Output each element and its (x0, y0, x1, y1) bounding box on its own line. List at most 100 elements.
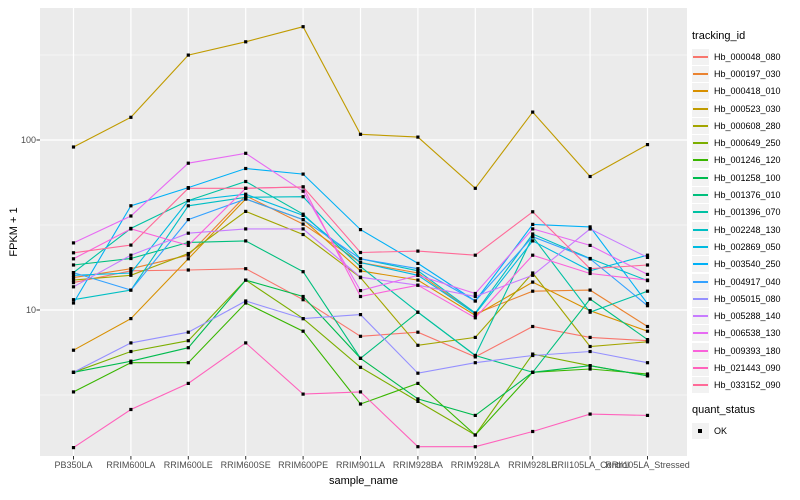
legend-key-ok (692, 422, 709, 439)
legend-item-label: Hb_003540_250 (714, 259, 781, 270)
legend-item: Hb_033152_090 (692, 377, 800, 394)
legend-item: Hb_000523_030 (692, 100, 800, 117)
data-point-marker (301, 185, 305, 189)
data-point-marker (186, 53, 190, 57)
data-point-marker (358, 257, 363, 261)
data-point-marker (129, 271, 133, 275)
data-point-marker (129, 267, 133, 271)
data-point-marker (645, 361, 650, 365)
legend-item-label: Hb_001376_010 (714, 190, 781, 201)
y-axis-title: FPKM + 1 (8, 207, 20, 257)
data-point-marker (531, 324, 535, 329)
data-point-marker (588, 412, 592, 416)
data-point-marker (358, 132, 363, 136)
legend-item-label: Hb_005288_140 (714, 311, 781, 322)
data-point-marker (358, 261, 363, 265)
data-point-marker (71, 446, 76, 450)
data-point-marker (358, 313, 363, 317)
data-point-marker (71, 241, 76, 245)
data-point-marker (358, 265, 363, 269)
legend-key (692, 238, 709, 255)
data-point-marker (416, 261, 420, 265)
data-point-marker (71, 285, 76, 289)
data-point-marker (416, 249, 420, 253)
data-point-marker (244, 151, 248, 155)
data-point-marker (588, 269, 592, 273)
data-point-marker (129, 341, 133, 345)
data-point-marker (358, 289, 363, 293)
data-point-marker (244, 40, 248, 44)
x-tick-label: RRIM600LE (163, 460, 213, 470)
data-point-marker (186, 243, 190, 247)
legend-key (692, 169, 709, 186)
data-point-marker (416, 343, 420, 347)
data-point-marker (588, 335, 592, 339)
data-point-marker (645, 338, 650, 342)
data-point-marker (416, 371, 420, 375)
data-point-marker (186, 186, 190, 190)
data-point-marker (129, 243, 133, 247)
data-point-marker (588, 257, 592, 261)
legend-key (692, 204, 709, 221)
data-point-marker (301, 213, 305, 217)
x-tick-label: RRII105LA_Control (551, 460, 630, 470)
data-point-marker (473, 294, 477, 299)
data-point-marker (71, 251, 76, 255)
legend-line-swatch (693, 263, 708, 266)
data-point-marker (416, 330, 420, 334)
legend-item-label: Hb_009393_180 (714, 345, 781, 356)
legend-item-label: Hb_001258_100 (714, 172, 781, 183)
data-point-marker (645, 302, 650, 306)
legend-item: Hb_001396_070 (692, 204, 800, 221)
data-point-marker (71, 390, 76, 394)
legend-item: Hb_009393_180 (692, 342, 800, 359)
legend-key (692, 221, 709, 238)
data-point-marker (645, 340, 650, 344)
data-point-marker (186, 268, 190, 272)
legend-line-swatch (693, 228, 708, 231)
legend-quant-status: quant_status OK (692, 404, 800, 439)
data-point-marker (301, 270, 305, 274)
data-point-marker (358, 269, 363, 273)
legend-item-label: Hb_021443_090 (714, 362, 781, 373)
data-point-marker (473, 445, 477, 449)
legend-item-label: Hb_033152_090 (714, 380, 781, 391)
data-point-marker (531, 353, 535, 358)
data-point-marker (186, 218, 190, 222)
data-point-marker (301, 392, 305, 396)
data-point-marker (71, 257, 76, 261)
data-point-marker (645, 143, 650, 147)
data-point-marker (588, 310, 592, 314)
legend-item: Hb_000418_010 (692, 83, 800, 100)
data-point-marker (71, 348, 76, 352)
data-point-marker (473, 413, 477, 417)
data-point-marker (416, 273, 420, 277)
data-point-marker (186, 381, 190, 385)
x-tick-label: RRIM928LE (508, 460, 558, 470)
data-point-marker (588, 227, 592, 231)
legend-item-label: Hb_000608_280 (714, 120, 781, 131)
x-axis-title: sample_name (328, 475, 399, 487)
x-tick-label: RRIM600PE (278, 460, 329, 470)
data-point-marker (244, 341, 248, 345)
data-point-marker (645, 278, 650, 282)
data-point-marker (473, 253, 477, 257)
legend-key (692, 65, 709, 82)
legend-item-label: Hb_000418_010 (714, 86, 781, 97)
data-point-marker (416, 445, 420, 449)
legend-item: Hb_001258_100 (692, 169, 800, 186)
data-point-marker (358, 294, 363, 299)
data-point-marker (531, 210, 535, 214)
legend-key (692, 117, 709, 134)
legend: tracking_id Hb_000048_080 Hb_000197_030 Hb… (692, 30, 800, 439)
data-point-marker (186, 361, 190, 365)
legend-item-label: Hb_002869_050 (714, 241, 781, 252)
data-point-marker (645, 329, 650, 333)
data-point-marker (358, 356, 363, 360)
legend-key (692, 325, 709, 342)
legend-key (692, 256, 709, 273)
data-point-marker (473, 291, 477, 296)
data-point-marker (416, 271, 420, 275)
y-tick-label-100: 100 (20, 135, 36, 145)
legend-item-label: Hb_005015_080 (714, 293, 781, 304)
